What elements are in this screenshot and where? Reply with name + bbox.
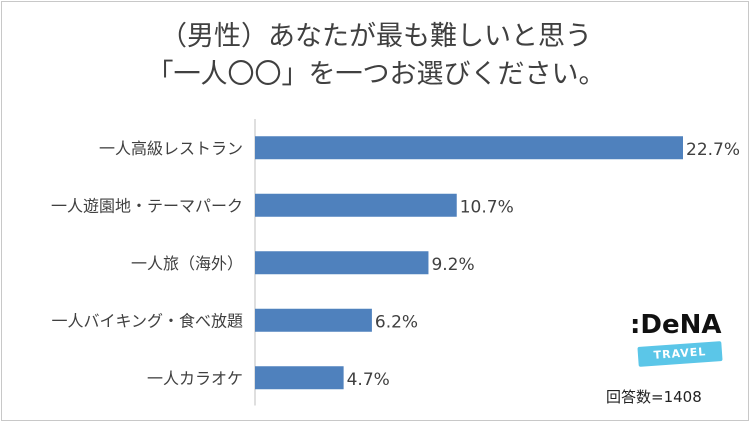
dena-travel-logo: :DeNA TRAVEL: [630, 310, 726, 370]
category-label-5: 一人カラオケ: [147, 369, 243, 388]
bar-2: [255, 193, 457, 217]
bar-1: [255, 136, 683, 160]
bar-5: [255, 366, 344, 390]
chart-title-line-2: 「一人〇〇」を一つお選びください。: [146, 59, 606, 90]
logo-wordmark: :DeNA: [630, 310, 722, 340]
bars-group: [255, 136, 683, 390]
bar-4: [255, 308, 372, 332]
value-label-3: 9.2%: [431, 255, 474, 275]
logo-band: TRAVEL: [637, 341, 723, 367]
value-label-2: 10.7%: [460, 197, 514, 217]
chart-title-line-1: （男性）あなたが最も難しいと思う: [160, 21, 592, 52]
logo-band-text: TRAVEL: [653, 345, 707, 362]
respondent-count: 回答数=1408: [606, 388, 702, 406]
category-label-4: 一人バイキング・食べ放題: [51, 311, 243, 330]
category-label-1: 一人高級レストラン: [99, 139, 243, 158]
chart-title: （男性）あなたが最も難しいと思う 「一人〇〇」を一つお選びください。: [0, 18, 752, 94]
category-label-2: 一人遊園地・テーマパーク: [51, 196, 243, 215]
value-label-4: 6.2%: [375, 312, 418, 332]
bar-3: [255, 251, 429, 275]
category-label-3: 一人旅（海外）: [131, 254, 243, 273]
value-label-5: 4.7%: [347, 370, 390, 390]
value-label-1: 22.7%: [686, 140, 740, 160]
value-labels-group: 22.7% 10.7% 9.2% 6.2% 4.7%: [347, 140, 740, 390]
